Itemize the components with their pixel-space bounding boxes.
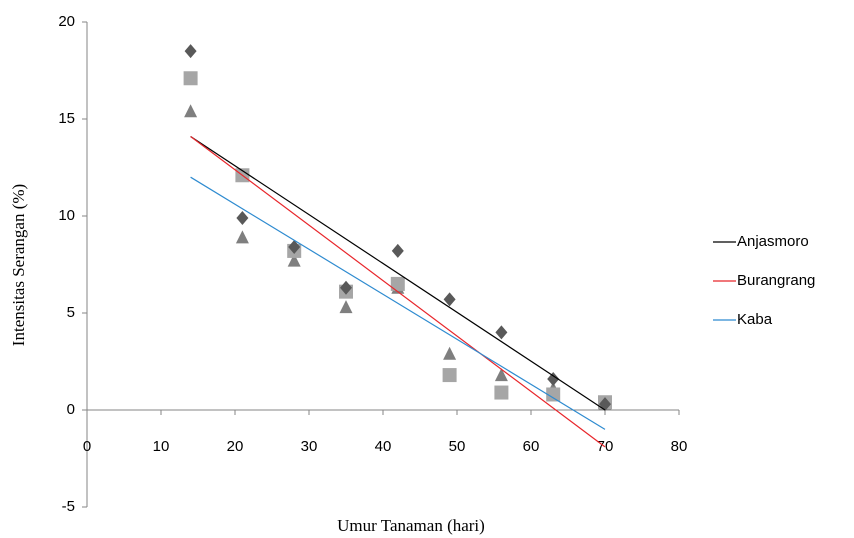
trend-line [190,135,606,448]
diamond-point [288,240,301,255]
legend-label: Kaba [737,311,773,328]
triangle-point [443,346,457,360]
square-point [494,385,509,400]
x-tick-label: 80 [671,438,688,455]
square-point [546,387,561,402]
triangle-point [287,253,301,267]
x-tick-label: 30 [301,438,318,455]
square-point [442,368,457,383]
diamond-point [443,292,456,307]
x-axis-title: Umur Tanaman (hari) [337,516,485,535]
y-tick-label: 5 [67,304,75,321]
triangle-point [235,230,249,244]
diamond-point [547,371,560,386]
legend-label: Anjasmoro [737,233,809,250]
square-point [183,71,198,86]
diamond-point [391,243,404,258]
triangle-point [184,104,198,118]
x-tick-label: 40 [375,438,392,455]
diamond-point [495,325,508,340]
y-tick-label: 10 [58,207,75,224]
y-axis-title: Intensitas Serangan (%) [9,184,28,346]
x-tick-label: 60 [523,438,540,455]
triangle-point [494,368,508,382]
y-tick-label: 20 [58,13,75,30]
y-tick-label: 0 [67,401,75,418]
square-point [390,276,405,291]
legend-label: Burangrang [737,272,815,289]
diamond-point [236,210,249,225]
y-tick-label: -5 [62,498,75,515]
x-tick-label: 10 [153,438,170,455]
x-tick-label: 50 [449,438,466,455]
x-tick-label: 20 [227,438,244,455]
x-tick-label: 0 [83,438,91,455]
y-tick-label: 15 [58,110,75,127]
trend-line [190,135,606,411]
diamond-point [340,280,352,295]
trend-line [190,176,606,430]
diamond-point [184,44,197,59]
triangle-point [339,300,353,314]
